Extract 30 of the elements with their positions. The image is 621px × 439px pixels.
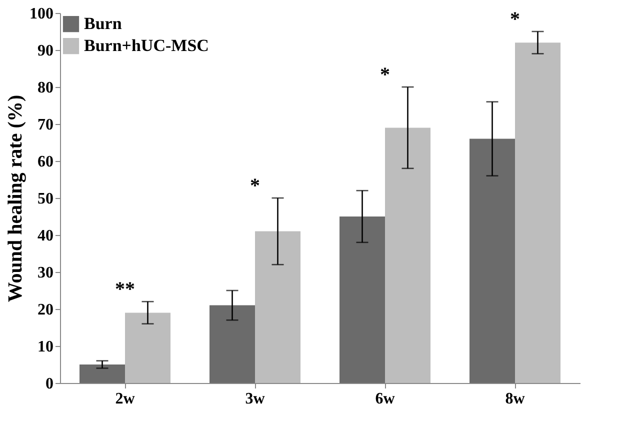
legend-label: Burn (84, 14, 122, 33)
bar (340, 216, 385, 383)
legend-label: Burn+hUC-MSC (84, 36, 209, 55)
y-tick-label: 90 (38, 42, 54, 60)
bar (470, 138, 515, 383)
x-tick-label: 6w (375, 390, 396, 408)
x-tick-label: 3w (245, 390, 266, 408)
annotation: * (510, 8, 520, 30)
y-tick-label: 50 (38, 190, 54, 208)
y-tick-label: 80 (38, 80, 54, 96)
bar (210, 305, 255, 383)
y-axis-title: Wound healing rate (%) (4, 94, 26, 302)
y-tick-label: 40 (38, 228, 54, 244)
y-tick-label: 70 (38, 116, 54, 134)
annotation: * (380, 64, 390, 86)
bar (385, 128, 430, 383)
y-tick-label: 30 (38, 264, 54, 282)
x-tick-label: 2w (115, 390, 136, 408)
bar (255, 231, 300, 383)
y-tick-label: 20 (38, 302, 54, 318)
y-tick-label: 0 (46, 376, 54, 392)
annotation: ** (115, 278, 135, 301)
y-tick-label: 60 (38, 154, 54, 170)
bar (125, 312, 170, 383)
y-tick-label: 100 (30, 6, 54, 22)
bar (80, 364, 125, 383)
y-tick-label: 10 (38, 338, 54, 356)
annotation: * (250, 175, 260, 197)
x-tick-label: 8w (505, 390, 526, 408)
bar (515, 42, 560, 383)
